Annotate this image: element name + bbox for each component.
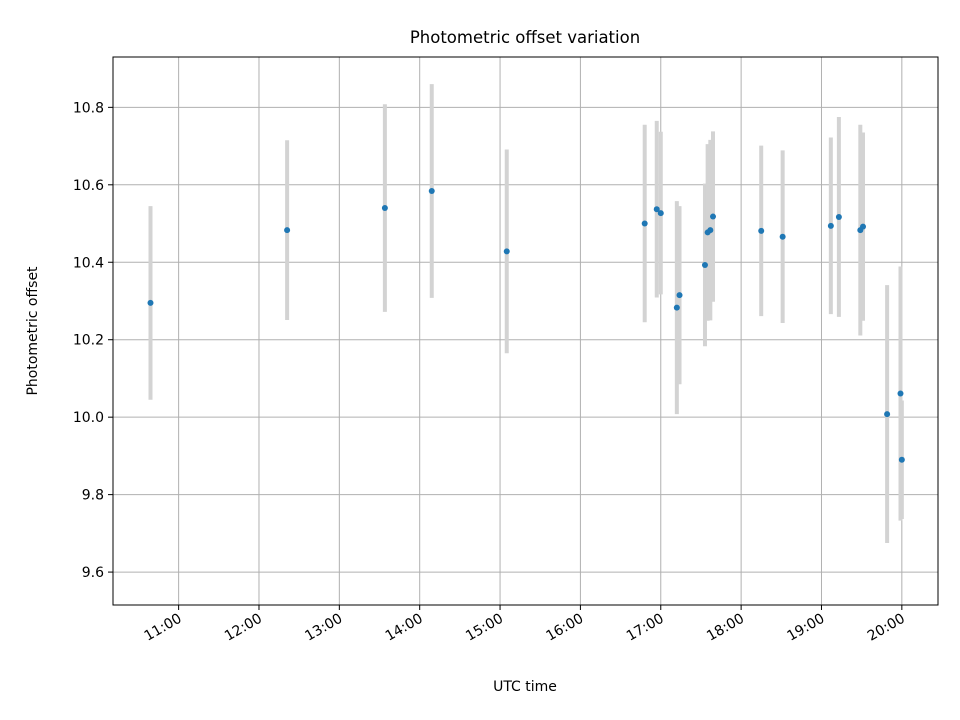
data-point: [657, 210, 664, 217]
data-point: [779, 233, 786, 240]
data-point: [147, 299, 154, 306]
data-point: [897, 390, 904, 397]
data-point: [827, 222, 834, 229]
data-points: [147, 187, 905, 463]
data-point: [710, 213, 716, 220]
data-point: [676, 292, 683, 299]
y-axis-label: Photometric offset: [25, 266, 41, 396]
data-point: [860, 223, 866, 230]
y-tick-label: 10.2: [73, 333, 104, 349]
data-point: [641, 220, 648, 227]
data-point: [381, 205, 388, 212]
data-point: [835, 213, 842, 220]
y-tick-label: 10.8: [73, 100, 104, 116]
data-point: [707, 227, 714, 234]
chart-title: Photometric offset variation: [410, 28, 640, 47]
y-tick-label: 9.6: [82, 565, 104, 581]
data-point: [428, 187, 435, 194]
x-axis-label: UTC time: [493, 679, 557, 695]
data-point: [758, 227, 765, 234]
data-point: [653, 206, 660, 213]
data-point: [284, 227, 291, 234]
data-point: [898, 456, 905, 463]
data-point: [701, 261, 708, 268]
data-point: [673, 304, 680, 311]
y-tick-label: 10.4: [73, 255, 104, 271]
y-tick-label: 10.0: [73, 410, 104, 426]
data-point: [884, 411, 891, 418]
y-tick-label: 9.8: [82, 488, 104, 504]
data-point: [503, 248, 510, 255]
y-tick-label: 10.6: [73, 178, 104, 194]
plot-frame: [112, 56, 939, 606]
y-axis-ticks: 9.6 9.8 10.0 10.2 10.4 10.6 10.8: [73, 100, 113, 581]
